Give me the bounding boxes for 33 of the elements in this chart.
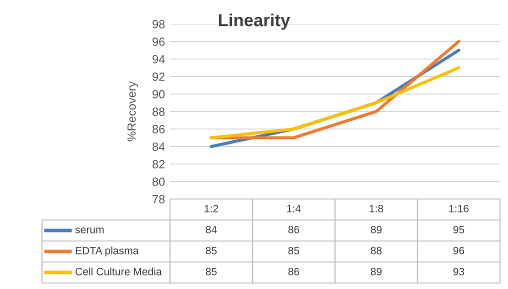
data-label: 96: [453, 246, 464, 254]
data-label: 93: [453, 268, 464, 276]
y-tick-label: 98: [152, 20, 165, 28]
y-tick-label: 96: [152, 38, 165, 46]
data-label: 85: [288, 246, 300, 254]
data-label: 86: [288, 268, 300, 276]
data-label: 89: [370, 226, 382, 234]
data-label: 88: [370, 246, 382, 254]
y-tick-label: 88: [152, 108, 165, 116]
data-label: 86: [288, 226, 300, 234]
y-tick-label: 84: [152, 142, 165, 151]
legend-label: serum: [75, 228, 104, 234]
chart-title: Linearity: [218, 14, 290, 30]
y-tick-label: 82: [152, 160, 165, 168]
y-tick-label: 90: [152, 90, 165, 98]
y-axis-title: %Recovery: [127, 81, 138, 142]
line-series: [210, 66, 460, 140]
data-label: 95: [453, 226, 464, 234]
y-tick-label: 86: [152, 125, 165, 134]
x-tick-label: 1:4: [287, 204, 301, 212]
y-tick-label: 80: [152, 178, 165, 186]
x-tick-label: 1:2: [204, 204, 218, 212]
legend-label: EDTA plasma: [76, 246, 139, 256]
data-label: 89: [370, 268, 382, 276]
y-tick-label: 78: [152, 195, 165, 204]
x-tick-label: 1:16: [449, 204, 469, 212]
y-tick-label: 94: [152, 55, 165, 64]
data-label: 84: [206, 226, 217, 234]
x-tick-label: 1:8: [370, 204, 384, 212]
legend-label: Cell Culture Media: [76, 268, 162, 276]
data-label: 85: [206, 268, 217, 276]
y-tick-label: 92: [152, 72, 165, 81]
data-label: 85: [206, 246, 217, 254]
